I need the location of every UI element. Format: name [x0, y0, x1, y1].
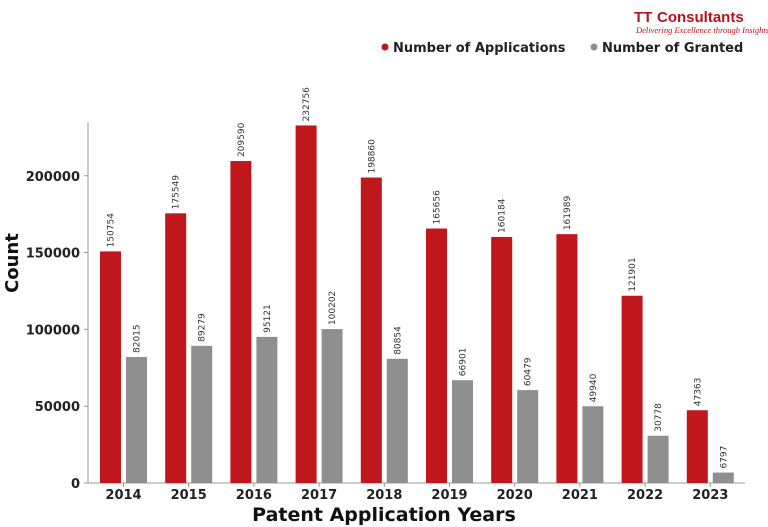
legend-label-applications: Number of Applications — [393, 41, 566, 56]
bar-value-label-granted: 100202 — [328, 291, 338, 325]
bar-value-label-applications: 175549 — [172, 175, 182, 210]
bar-applications — [491, 236, 513, 483]
y-tick-label: 50000 — [35, 400, 80, 415]
bar-applications — [556, 234, 578, 483]
bar-value-label-applications: 198860 — [367, 139, 377, 174]
x-tick-label: 2015 — [171, 488, 207, 503]
bar-value-label-granted: 30778 — [654, 403, 664, 432]
bar-applications — [295, 125, 317, 483]
y-tick-label: 200000 — [26, 170, 80, 185]
bar-value-label-applications: 209590 — [237, 122, 247, 157]
x-tick-label: 2014 — [105, 488, 141, 503]
x-tick-label: 2017 — [301, 488, 337, 503]
legend-swatch-applications — [381, 43, 389, 51]
legend-swatch-granted — [590, 43, 598, 51]
bar-granted — [126, 357, 147, 483]
bar-value-label-granted: 82015 — [133, 324, 143, 353]
bar-applications — [426, 228, 447, 483]
bar-value-label-granted: 60479 — [524, 357, 534, 386]
bar-applications — [165, 213, 187, 484]
y-tick-label: 150000 — [26, 247, 80, 262]
x-tick-label: 2021 — [562, 488, 598, 503]
x-tick-label: 2016 — [236, 488, 272, 503]
y-tick-label: 100000 — [26, 323, 80, 338]
y-ticks: 0 50000 100000 150000 200000 — [26, 170, 88, 492]
bar-value-label-granted: 49940 — [589, 373, 599, 402]
x-ticks: 2014 2015 2016 2017 2018 2019 2020 2021 2022 2023 — [105, 483, 728, 503]
bar-granted — [582, 406, 604, 483]
bars: 150754 175549 209590 232756 198860 165656 1601… — [100, 87, 734, 484]
company-logo: TT Consultants Delivering Excellence thr… — [634, 9, 768, 35]
bar-value-label-granted: 66901 — [459, 348, 469, 377]
x-tick-label: 2020 — [497, 488, 533, 503]
bar-value-label-granted: 6797 — [719, 446, 729, 469]
bar-value-label-granted: 80854 — [393, 326, 403, 355]
bar-value-label-applications: 121901 — [628, 257, 638, 291]
x-axis-title: Patent Application Years — [252, 504, 516, 526]
bar-value-label-applications: 150754 — [107, 213, 117, 248]
bar-value-label-applications: 165656 — [433, 190, 443, 225]
bar-granted — [321, 329, 343, 483]
x-tick-label: 2022 — [627, 488, 663, 503]
bar-granted — [191, 345, 213, 483]
bar-value-label-applications: 232756 — [302, 87, 312, 122]
bar-granted — [386, 358, 408, 483]
bar-value-label-applications: 47363 — [693, 378, 703, 407]
x-tick-label: 2023 — [692, 488, 728, 503]
bar-value-label-applications: 161989 — [563, 196, 573, 231]
logo-mark: TT — [634, 9, 652, 26]
bar-granted — [517, 390, 539, 483]
bar-value-label-granted: 95121 — [263, 304, 273, 333]
x-tick-label: 2018 — [366, 488, 402, 503]
bar-granted — [647, 435, 669, 483]
bar-value-label-applications: 160184 — [498, 198, 508, 233]
legend: Number of Applications Number of Granted — [381, 41, 743, 56]
y-tick-label: 0 — [71, 477, 80, 492]
bar-applications — [360, 177, 382, 483]
bar-applications — [621, 295, 643, 483]
bar-applications — [686, 410, 708, 483]
bar-granted — [452, 380, 473, 483]
x-tick-label: 2019 — [431, 488, 467, 503]
bar-granted — [712, 472, 734, 483]
bar-applications — [100, 251, 121, 483]
logo-name: Consultants — [657, 9, 744, 26]
bar-value-label-granted: 89279 — [198, 313, 208, 342]
legend-label-granted: Number of Granted — [602, 41, 743, 56]
y-axis-title: Count — [2, 233, 23, 293]
bar-applications — [230, 161, 252, 483]
logo-tagline: Delivering Excellence through Insights — [635, 25, 768, 35]
bar-granted — [256, 336, 278, 483]
